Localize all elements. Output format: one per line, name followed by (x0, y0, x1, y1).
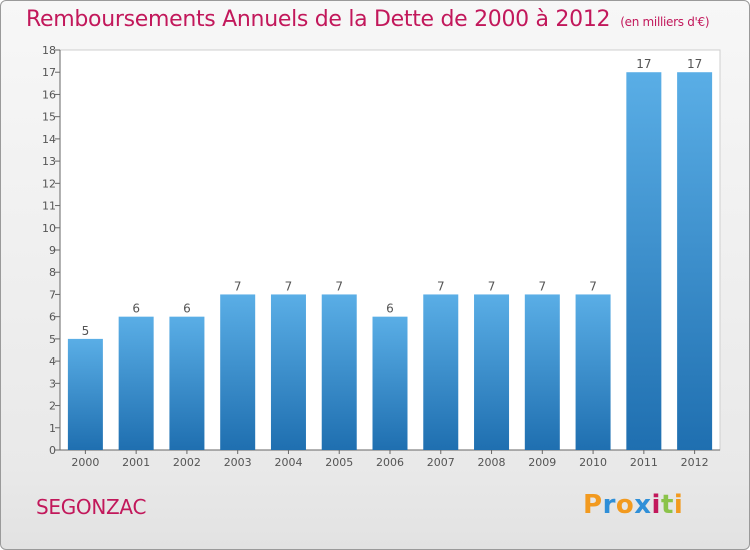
y-tick-label: 2 (49, 400, 56, 413)
chart-subtitle: (en milliers d'€) (620, 15, 710, 29)
y-tick-label: 12 (42, 177, 56, 190)
y-tick-label: 4 (49, 355, 56, 368)
bar-2002 (169, 316, 205, 450)
proxiti-logo: Proxiti (583, 490, 683, 520)
bar-2004 (270, 294, 306, 450)
x-tick-label: 2007 (427, 456, 455, 469)
x-tick-label: 2002 (173, 456, 201, 469)
data-label: 6 (132, 302, 140, 316)
y-tick-label: 3 (49, 377, 56, 390)
data-label: 6 (183, 302, 191, 316)
chart-title: Remboursements Annuels de la Dette de 20… (26, 7, 710, 32)
bar-2011 (626, 72, 662, 450)
data-label: 7 (488, 279, 496, 293)
bar-2010 (575, 294, 611, 450)
bar-2005 (321, 294, 357, 450)
y-tick-label: 1 (49, 422, 56, 435)
logo-letter: t (660, 490, 674, 520)
y-tick-label: 7 (49, 288, 56, 301)
x-tick-label: 2006 (376, 456, 404, 469)
data-label: 7 (538, 279, 546, 293)
x-tick-label: 2004 (274, 456, 302, 469)
y-tick-label: 16 (42, 88, 56, 101)
x-tick-label: 2003 (224, 456, 252, 469)
bar-2007 (423, 294, 459, 450)
logo-letter: i (673, 490, 684, 520)
bar-2003 (220, 294, 256, 450)
y-tick-label: 6 (49, 311, 56, 324)
y-tick-label: 9 (49, 244, 56, 257)
x-tick-label: 2009 (528, 456, 556, 469)
logo-letter: i (651, 490, 661, 520)
y-tick-label: 18 (42, 44, 56, 57)
x-tick-label: 2001 (122, 456, 150, 469)
data-label: 7 (285, 279, 293, 293)
y-tick-label: 15 (42, 111, 56, 124)
y-tick-label: 8 (49, 266, 56, 279)
data-label: 7 (589, 279, 597, 293)
y-tick-label: 0 (49, 444, 56, 457)
bar-2012 (677, 72, 713, 450)
data-label: 17 (687, 57, 702, 71)
y-tick-label: 13 (42, 155, 56, 168)
bar-2001 (118, 316, 154, 450)
data-label: 7 (234, 279, 242, 293)
logo-letter: P (583, 490, 603, 520)
data-label: 17 (636, 57, 651, 71)
x-tick-label: 2000 (71, 456, 99, 469)
y-tick-label: 17 (42, 66, 56, 79)
chart-title-text: Remboursements Annuels de la Dette de 20… (26, 7, 611, 32)
x-tick-label: 2011 (630, 456, 658, 469)
data-label: 6 (386, 302, 394, 316)
x-tick-label: 2010 (579, 456, 607, 469)
logo-letter: x (634, 490, 652, 520)
commune-name: SEGONZAC (36, 495, 147, 519)
bar-2000 (67, 338, 103, 450)
x-tick-label: 2012 (681, 456, 709, 469)
y-tick-label: 5 (49, 333, 56, 346)
logo-letter: r (602, 490, 616, 520)
logo-letter: o (615, 490, 635, 520)
x-tick-label: 2008 (478, 456, 506, 469)
x-tick-label: 2005 (325, 456, 353, 469)
bar-2008 (474, 294, 510, 450)
y-tick-label: 11 (42, 200, 56, 213)
bar-2009 (524, 294, 560, 450)
data-label: 7 (335, 279, 343, 293)
data-label: 7 (437, 279, 445, 293)
y-tick-label: 14 (42, 133, 56, 146)
data-label: 5 (82, 324, 90, 338)
bar-2006 (372, 316, 408, 450)
y-tick-label: 10 (42, 222, 56, 235)
